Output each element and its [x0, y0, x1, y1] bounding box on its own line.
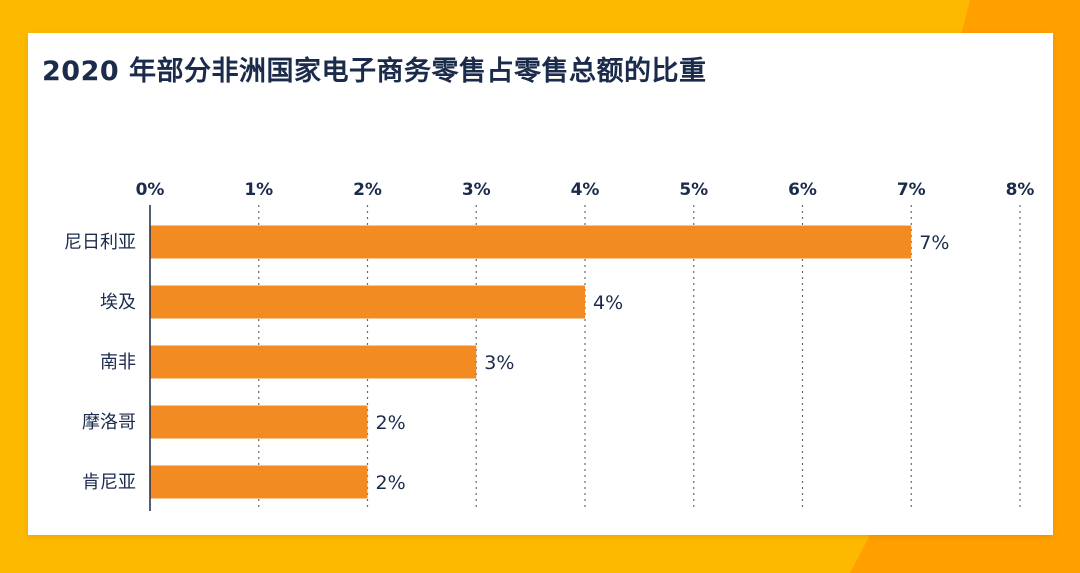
bar: [150, 345, 477, 379]
bar: [150, 285, 585, 319]
x-tick-label: 1%: [244, 180, 273, 200]
x-tick-label: 6%: [788, 180, 817, 200]
data-label: 2%: [376, 472, 406, 494]
x-tick-label: 3%: [462, 180, 491, 200]
category-label: 摩洛哥: [82, 412, 136, 433]
x-tick-label: 4%: [571, 180, 600, 200]
x-tick-label: 7%: [897, 180, 926, 200]
x-tick-label: 0%: [136, 180, 165, 200]
chart-title: 2020 年部分非洲国家电子商务零售占零售总额的比重: [42, 56, 707, 87]
bar-chart: 0% 1% 2% 3% 4% 5% 6% 7% 8% 尼日利亚 7% 埃及 4% 南非 3% 摩洛哥 2% 肯尼亚…: [64, 180, 1035, 511]
category-label: 肯尼亚: [82, 472, 136, 493]
data-label: 3%: [484, 352, 514, 374]
category-label: 埃及: [100, 292, 136, 313]
data-label: 4%: [593, 292, 623, 314]
category-label: 尼日利亚: [64, 232, 136, 253]
bar: [150, 405, 368, 439]
category-label: 南非: [100, 352, 136, 373]
chart-card: 2020 年部分非洲国家电子商务零售占零售总额的比重 0% 1% 2% 3% 4% 5% 6…: [28, 33, 1053, 535]
bar: [150, 225, 912, 259]
x-tick-label: 2%: [353, 180, 382, 200]
bar: [150, 465, 368, 499]
x-tick-label: 8%: [1006, 180, 1035, 200]
data-label: 7%: [919, 232, 949, 254]
x-tick-label: 5%: [679, 180, 708, 200]
data-label: 2%: [376, 412, 406, 434]
